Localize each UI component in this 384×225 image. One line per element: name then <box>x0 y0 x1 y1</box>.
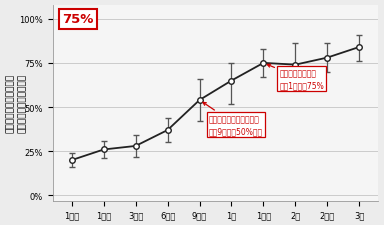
Text: 前歯が生えそろい始めた
生後9か月で50%以上: 前歯が生えそろい始めた 生後9か月で50%以上 <box>203 103 263 136</box>
Text: 75%: 75% <box>62 13 94 26</box>
Text: 奥歯が生え始めた
生後1歳半で75%: 奥歯が生え始めた 生後1歳半で75% <box>267 65 324 90</box>
Y-axis label: 大人が共通して保有する
口腔細菌の検出率（％）: 大人が共通して保有する 口腔細菌の検出率（％） <box>5 74 27 133</box>
